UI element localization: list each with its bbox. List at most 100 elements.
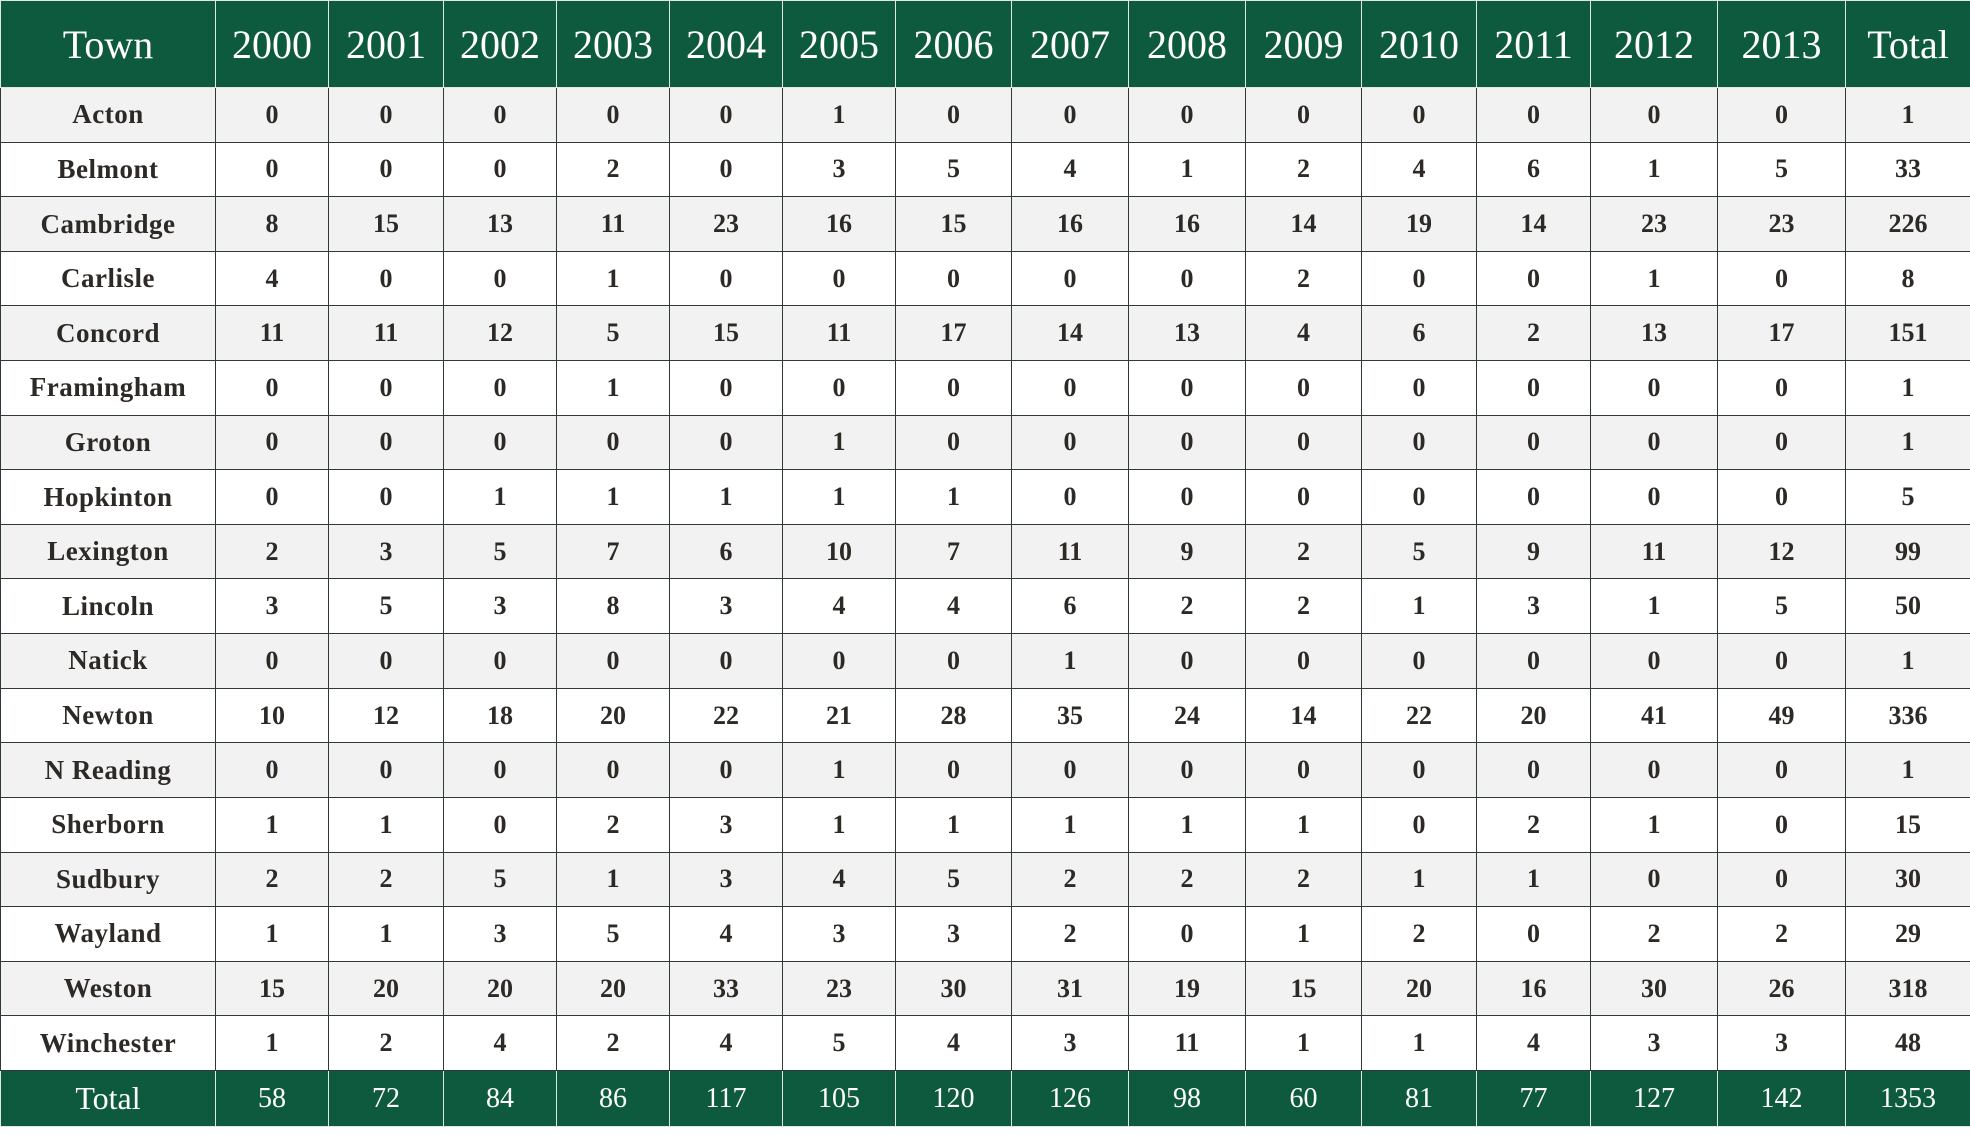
- value-cell: 0: [1011, 469, 1129, 525]
- value-cell: 20: [556, 960, 670, 1017]
- value-cell: 6: [1361, 305, 1477, 362]
- value-cell: 1: [1011, 633, 1129, 689]
- value-cell: 2: [556, 796, 670, 853]
- row-total-cell: 1: [1845, 633, 1970, 689]
- value-cell: 1: [556, 250, 670, 307]
- value-cell: 0: [1717, 250, 1846, 307]
- column-total-cell: 126: [1011, 1070, 1129, 1127]
- town-cell: N Reading: [0, 742, 216, 798]
- value-cell: 5: [443, 851, 557, 908]
- value-cell: 0: [328, 414, 444, 471]
- value-cell: 20: [1476, 687, 1591, 744]
- value-cell: 7: [556, 523, 670, 580]
- value-cell: 0: [328, 633, 444, 689]
- value-cell: 3: [443, 906, 557, 962]
- value-cell: 5: [1717, 141, 1846, 198]
- value-cell: 0: [1361, 796, 1477, 853]
- value-cell: 17: [895, 305, 1012, 362]
- value-cell: 0: [1717, 360, 1846, 416]
- value-cell: 16: [782, 196, 896, 252]
- table-row: Newton 10 12 18 20 22 21 28 35 24 14 22 20 41 49 336: [0, 687, 1970, 744]
- value-cell: 1: [1590, 141, 1718, 198]
- value-cell: 0: [1590, 360, 1718, 416]
- value-cell: 1: [782, 742, 896, 798]
- town-cell: Carlisle: [0, 250, 216, 307]
- value-cell: 4: [1245, 305, 1362, 362]
- column-total-cell: 72: [328, 1070, 444, 1127]
- column-total-cell: 77: [1476, 1070, 1591, 1127]
- value-cell: 0: [215, 742, 329, 798]
- column-total-cell: 86: [556, 1070, 670, 1127]
- town-cell: Cambridge: [0, 196, 216, 252]
- value-cell: 2: [1128, 578, 1246, 635]
- table-row: Winchester 1 2 4 2 4 5 4 3 11 1 1 4 3 3 48: [0, 1015, 1970, 1071]
- value-cell: 3: [443, 578, 557, 635]
- value-cell: 0: [1476, 469, 1591, 525]
- value-cell: 4: [1361, 141, 1477, 198]
- value-cell: 0: [215, 414, 329, 471]
- header-year: 2010: [1361, 0, 1477, 88]
- value-cell: 0: [443, 87, 557, 143]
- value-cell: 9: [1128, 523, 1246, 580]
- value-cell: 2: [1245, 578, 1362, 635]
- town-cell: Hopkinton: [0, 469, 216, 525]
- value-cell: 2: [1476, 796, 1591, 853]
- value-cell: 1: [1011, 796, 1129, 853]
- value-cell: 12: [328, 687, 444, 744]
- value-cell: 2: [1245, 250, 1362, 307]
- value-cell: 0: [328, 742, 444, 798]
- value-cell: 0: [443, 141, 557, 198]
- value-cell: 19: [1361, 196, 1477, 252]
- value-cell: 4: [1476, 1015, 1591, 1071]
- value-cell: 11: [782, 305, 896, 362]
- value-cell: 2: [215, 851, 329, 908]
- value-cell: 0: [1361, 469, 1477, 525]
- town-cell: Acton: [0, 87, 216, 143]
- value-cell: 3: [215, 578, 329, 635]
- value-cell: 0: [1476, 87, 1591, 143]
- town-cell: Wayland: [0, 906, 216, 962]
- value-cell: 0: [782, 360, 896, 416]
- table-row: Cambridge 8 15 13 11 23 16 15 16 16 14 19 14 23 23 226: [0, 196, 1970, 252]
- header-year: 2001: [328, 0, 444, 88]
- value-cell: 11: [215, 305, 329, 362]
- table-row: N Reading 0 0 0 0 0 1 0 0 0 0 0 0 0 0 1: [0, 742, 1970, 798]
- value-cell: 0: [1590, 414, 1718, 471]
- header-row: Town 2000 2001 2002 2003 2004 2005 2006 2007 2008…: [0, 0, 1970, 88]
- value-cell: 5: [1361, 523, 1477, 580]
- value-cell: 0: [782, 250, 896, 307]
- value-cell: 24: [1128, 687, 1246, 744]
- row-total-cell: 33: [1845, 141, 1970, 198]
- value-cell: 11: [556, 196, 670, 252]
- value-cell: 16: [1476, 960, 1591, 1017]
- value-cell: 5: [443, 523, 557, 580]
- value-cell: 15: [669, 305, 783, 362]
- value-cell: 49: [1717, 687, 1846, 744]
- value-cell: 0: [669, 141, 783, 198]
- value-cell: 0: [1590, 469, 1718, 525]
- header-year: 2007: [1011, 0, 1129, 88]
- column-total-cell: 60: [1245, 1070, 1362, 1127]
- value-cell: 1: [215, 906, 329, 962]
- table-row: Lexington 2 3 5 7 6 10 7 11 9 2 5 9 11 12 99: [0, 523, 1970, 580]
- value-cell: 0: [1590, 633, 1718, 689]
- value-cell: 0: [1476, 633, 1591, 689]
- value-cell: 3: [1011, 1015, 1129, 1071]
- value-cell: 0: [1128, 87, 1246, 143]
- header-town: Town: [0, 0, 216, 88]
- value-cell: 23: [1590, 196, 1718, 252]
- value-cell: 0: [895, 742, 1012, 798]
- value-cell: 3: [782, 906, 896, 962]
- row-total-cell: 336: [1845, 687, 1970, 744]
- value-cell: 0: [556, 87, 670, 143]
- header-year: 2005: [782, 0, 896, 88]
- value-cell: 1: [895, 796, 1012, 853]
- value-cell: 1: [1590, 250, 1718, 307]
- row-total-cell: 99: [1845, 523, 1970, 580]
- value-cell: 0: [1128, 250, 1246, 307]
- value-cell: 0: [1476, 250, 1591, 307]
- value-cell: 0: [1476, 360, 1591, 416]
- header-year: 2012: [1590, 0, 1718, 88]
- header-year: 2009: [1245, 0, 1362, 88]
